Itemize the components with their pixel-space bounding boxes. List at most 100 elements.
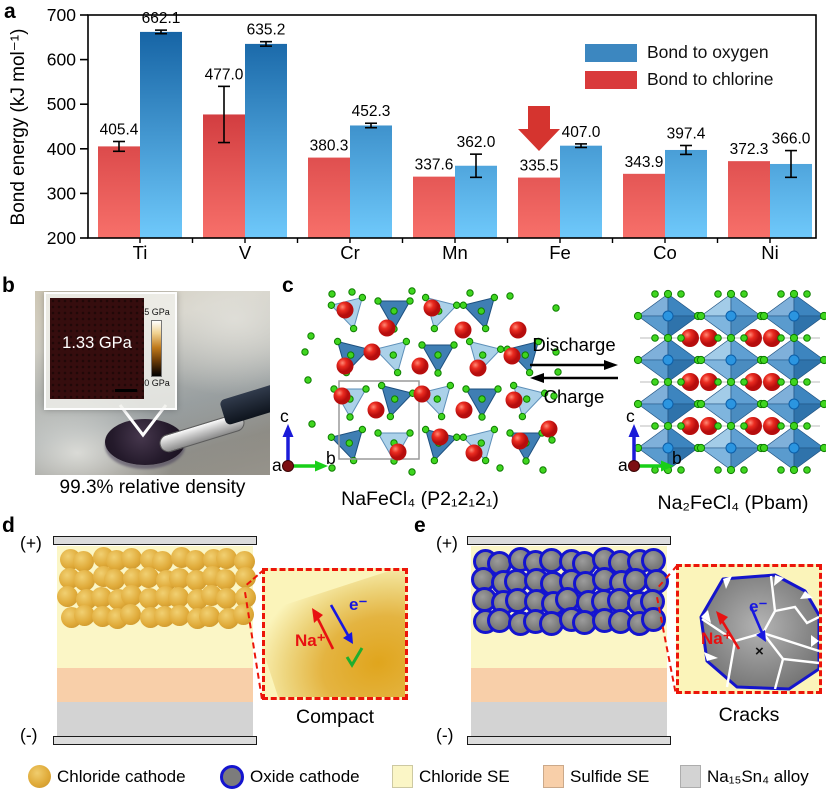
- na-atom: [744, 417, 762, 435]
- chloride-particle: [168, 568, 190, 589]
- panel-label-c: c: [282, 274, 294, 297]
- cl-atom: [714, 466, 722, 474]
- fecl6-octahedron-face: [793, 447, 825, 471]
- cl-atom: [496, 464, 504, 472]
- na-atom: [431, 428, 449, 446]
- cracked-particle: [699, 573, 819, 691]
- bottom-electrode-d: [53, 736, 257, 745]
- cl-atom: [328, 290, 336, 298]
- cl-atom: [539, 466, 547, 474]
- cl-atom: [651, 334, 659, 342]
- fecl6-octahedron-face: [667, 315, 699, 339]
- bar-value-label: 405.4: [100, 121, 139, 138]
- bar-value-label: 407.0: [562, 124, 601, 141]
- na-atom: [681, 329, 699, 347]
- fecl6-octahedron-face: [730, 293, 762, 317]
- chloride-particle: [139, 588, 160, 609]
- fe-atom: [788, 354, 800, 366]
- fecl6-octahedron-face: [637, 315, 669, 339]
- chloride-particle: [232, 604, 254, 625]
- chloride-particle: [186, 570, 208, 591]
- fe-atom: [662, 398, 674, 410]
- bar: [308, 157, 350, 238]
- chloride-particle: [72, 551, 94, 572]
- panel-d-negative: (-): [20, 725, 38, 745]
- chloride-particle: [234, 587, 256, 608]
- cl-atom: [740, 378, 748, 386]
- fe-atom: [662, 442, 674, 454]
- discharge-label: Discharge: [532, 334, 616, 355]
- na-atom: [455, 401, 473, 419]
- reaction-arrows: [530, 360, 618, 383]
- category-label: Fe: [549, 242, 571, 263]
- bar: [413, 176, 455, 238]
- chloride-particle: [168, 605, 190, 626]
- fe-atom: [725, 310, 737, 322]
- na-atom: [454, 321, 472, 339]
- na-atom: [511, 432, 529, 450]
- axis-c-right: c: [626, 406, 635, 426]
- fe-atom: [788, 398, 800, 410]
- fecl6-octahedron-face: [637, 337, 669, 361]
- na-atom: [378, 319, 396, 337]
- bar: [623, 173, 665, 238]
- fecl6-octahedron-face: [763, 293, 795, 317]
- bar-value-label: 337.6: [415, 157, 454, 174]
- cl-atom: [651, 290, 659, 298]
- cl-atom: [777, 422, 785, 430]
- na-atom: [763, 373, 781, 391]
- cl-atom: [803, 422, 811, 430]
- bar: [98, 146, 140, 238]
- bar-value-label: 335.5: [520, 158, 559, 175]
- na-atom: [700, 373, 718, 391]
- cl-atom: [554, 368, 562, 376]
- cl-atom: [740, 422, 748, 430]
- na-atom: [367, 401, 385, 419]
- bar-value-label: 397.4: [667, 125, 706, 142]
- cl-atom: [759, 443, 769, 453]
- na-ion-label: Na⁺: [295, 631, 326, 650]
- axis-b-right: b: [672, 448, 682, 468]
- legend-label-oxygen: Bond to oxygen: [647, 42, 769, 62]
- na-atom: [333, 387, 351, 405]
- cl-atom: [633, 355, 643, 365]
- fecl6-octahedron-face: [793, 315, 825, 339]
- chart-bars: 405.4 662.1 Ti 477.0 635.2 V 380.3 452.3 Cr 337.6…: [98, 10, 812, 263]
- bar: [518, 177, 560, 238]
- category-label: Ti: [133, 242, 148, 263]
- fecl6-octahedron-face: [637, 381, 669, 405]
- chloride-particle: [138, 567, 159, 588]
- hardness-value: 1.33 GPa: [62, 334, 132, 352]
- bar-value-label: 343.9: [625, 154, 664, 171]
- legend-alloy-icon: [680, 765, 701, 788]
- cl-atom: [663, 333, 673, 343]
- axis-c-left: c: [280, 406, 289, 426]
- fe-atom: [725, 442, 737, 454]
- cl-atom: [777, 334, 785, 342]
- na-atom: [763, 417, 781, 435]
- fecl6-octahedron-face: [730, 447, 762, 471]
- chloride-particle: [90, 587, 112, 608]
- bar-value-label: 477.0: [205, 66, 244, 83]
- fecl6-octahedron-face: [637, 293, 669, 317]
- cl-atom: [789, 289, 799, 299]
- tweezers-handle: [219, 374, 270, 426]
- na-atom: [509, 321, 527, 339]
- na-atom: [744, 373, 762, 391]
- bar: [140, 31, 182, 239]
- fecl6-octahedron-face: [700, 447, 732, 471]
- cl-atom: [663, 421, 673, 431]
- cl-atom: [552, 348, 560, 356]
- na-atom: [700, 329, 718, 347]
- legend-chloride-cathode-icon: [28, 765, 51, 788]
- unit-cell: [338, 380, 420, 460]
- cl-atom: [789, 377, 799, 387]
- cl-atom: [696, 311, 706, 321]
- fe-atom: [662, 354, 674, 366]
- cl-atom: [466, 289, 474, 297]
- charge-label: Charge: [543, 386, 605, 407]
- na-ion-label: Na⁺: [701, 629, 732, 648]
- fecl6-octahedron-face: [700, 293, 732, 317]
- na-atom: [503, 347, 521, 365]
- ion-electron-arrows: [312, 604, 364, 668]
